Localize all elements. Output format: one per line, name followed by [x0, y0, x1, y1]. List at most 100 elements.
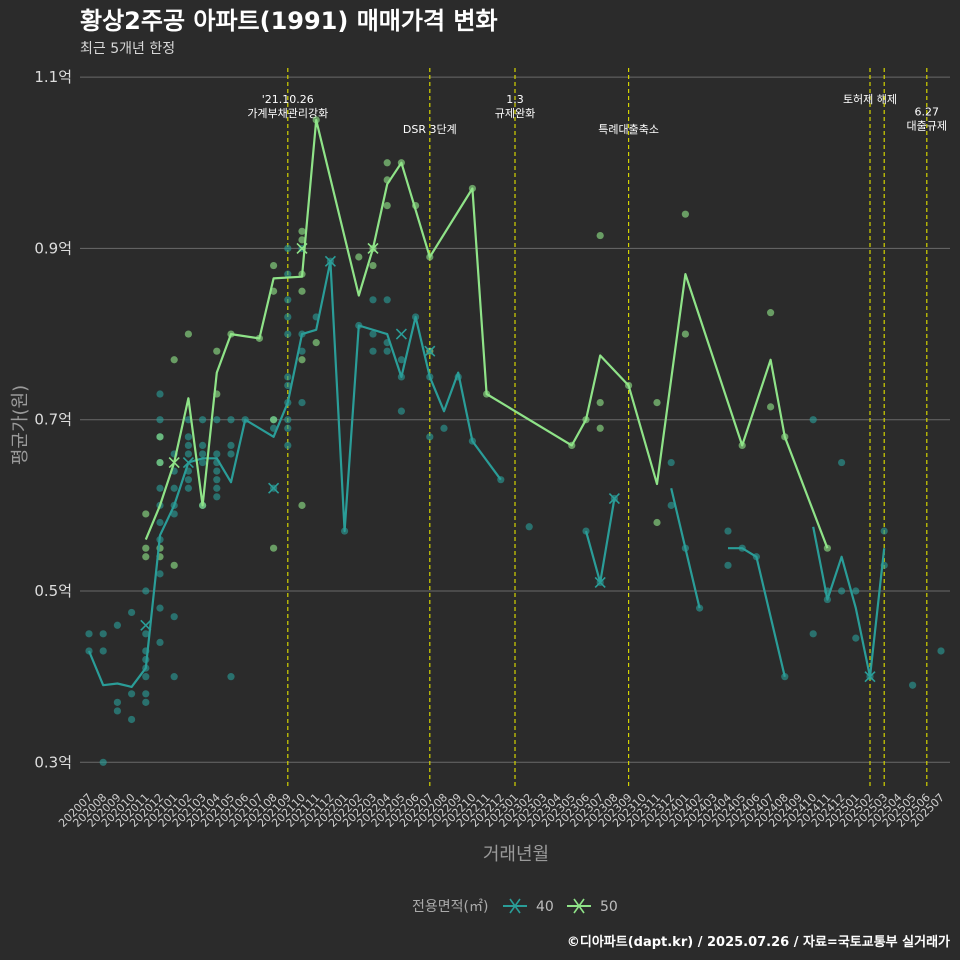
data-point: [696, 604, 704, 612]
legend-label: 40: [536, 899, 554, 915]
data-point: [128, 715, 136, 724]
data-point: [85, 630, 93, 638]
event-label: 토허제 해제: [843, 92, 897, 106]
data-point: [170, 510, 178, 518]
data-point: [142, 587, 150, 595]
data-point: [170, 356, 178, 364]
x-marker: [182, 456, 194, 469]
data-point: [852, 587, 860, 595]
event-label: 1.3: [506, 93, 524, 106]
data-point: [99, 630, 107, 638]
y-tick-label: 0.3억: [34, 753, 72, 771]
data-point: [227, 441, 235, 450]
y-tick-label: 0.7억: [34, 411, 72, 429]
data-point: [653, 518, 661, 527]
data-point: [284, 244, 292, 253]
x-marker: [395, 328, 407, 340]
x-marker: [268, 482, 280, 494]
data-point: [369, 261, 377, 270]
data-point: [312, 339, 320, 347]
data-point: [170, 613, 178, 621]
data-point: [298, 501, 306, 509]
data-point: [184, 433, 192, 441]
event-label: '21.10.26: [262, 93, 314, 106]
data-point: [113, 621, 121, 629]
legend-swatch-x: [573, 898, 585, 914]
data-point: [724, 561, 732, 569]
data-point: [184, 330, 192, 338]
data-point: [156, 484, 164, 492]
data-point: [184, 450, 192, 458]
data-point: [142, 673, 150, 681]
data-point: [383, 159, 391, 167]
data-point: [199, 441, 207, 450]
data-point: [596, 231, 604, 240]
data-point: [270, 416, 278, 424]
x-marker: [594, 576, 606, 589]
data-point: [142, 698, 150, 706]
x-marker: [296, 242, 308, 254]
data-point: [156, 416, 164, 424]
data-point: [838, 458, 846, 467]
y-tick-label: 1.1억: [34, 68, 72, 86]
data-point: [170, 673, 178, 681]
y-tick-label: 0.9억: [34, 239, 72, 257]
data-point: [809, 416, 817, 424]
legend-title: 전용면적(㎡): [412, 899, 488, 915]
event-label: 규제완화: [495, 107, 535, 120]
data-point: [113, 707, 121, 715]
data-point: [213, 347, 221, 355]
data-point: [383, 202, 391, 210]
data-point: [156, 604, 164, 612]
data-point: [284, 373, 292, 381]
series-line-40: [812, 526, 886, 678]
data-point: [156, 638, 164, 647]
event-label: 대출규제: [907, 120, 947, 133]
data-point: [298, 398, 306, 407]
data-point: [681, 210, 690, 218]
series-line-40: [728, 547, 786, 677]
scatter-points: [85, 116, 945, 766]
data-point: [199, 450, 207, 458]
data-point: [284, 270, 292, 278]
data-point: [653, 398, 661, 407]
x-marker: [608, 492, 620, 505]
data-point: [852, 634, 860, 642]
data-point: [284, 313, 292, 321]
data-point: [596, 424, 604, 432]
data-point: [128, 690, 136, 698]
data-point: [213, 476, 221, 484]
x-marker: [367, 242, 379, 254]
x-axis-title: 거래년월: [483, 844, 549, 865]
data-point: [170, 561, 178, 569]
data-point: [284, 381, 292, 390]
data-point: [369, 296, 377, 304]
data-point: [596, 398, 604, 407]
data-point: [397, 407, 405, 415]
x-marker: [864, 671, 876, 683]
data-point: [525, 523, 533, 531]
data-point: [809, 630, 817, 638]
data-point: [142, 510, 150, 518]
data-point: [383, 347, 391, 355]
data-point: [142, 630, 150, 638]
chart-subtitle: 최근 5개년 한정: [80, 41, 175, 57]
data-point: [199, 416, 207, 424]
series-lines: [87, 118, 886, 688]
data-point: [227, 450, 235, 458]
data-point: [213, 450, 221, 458]
data-point: [369, 347, 377, 355]
data-point: [99, 758, 107, 766]
data-point: [937, 647, 945, 655]
data-point: [284, 424, 292, 432]
data-point: [213, 484, 221, 492]
data-point: [298, 347, 306, 355]
caption: ©디아파트(dapt.kr) / 2025.07.26 / 자료=국토교통부 실…: [567, 934, 950, 950]
data-point: [113, 698, 121, 706]
data-point: [156, 458, 164, 467]
data-point: [270, 544, 278, 552]
series-line-50: [144, 118, 829, 549]
legend-label: 50: [600, 899, 618, 915]
event-label: 특례대출축소: [598, 123, 659, 136]
